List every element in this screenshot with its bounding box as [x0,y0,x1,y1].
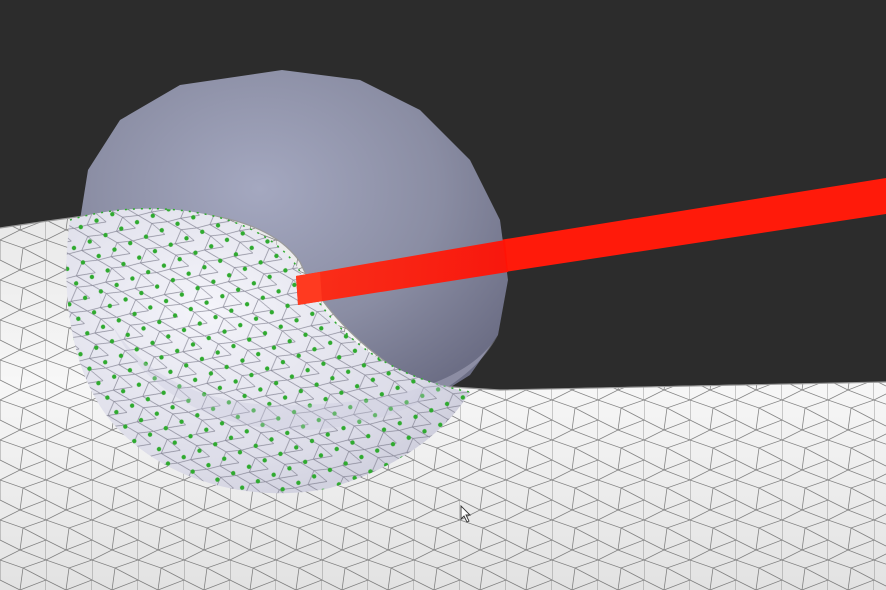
ray-near-segment [296,240,508,305]
ray-far-segment [500,178,886,272]
mouse-pointer-icon [460,504,472,523]
